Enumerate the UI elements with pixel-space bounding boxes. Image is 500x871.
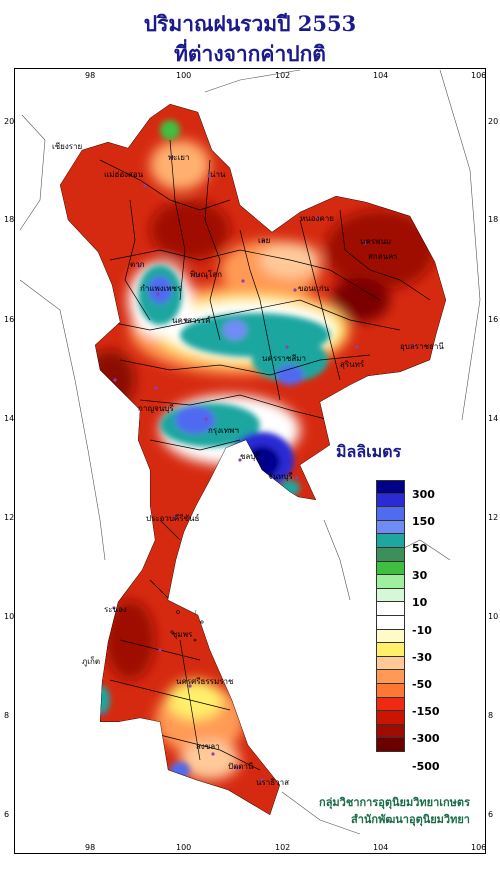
- legend-swatch: [376, 493, 405, 508]
- lon-tick-top: 100: [176, 71, 192, 80]
- map-title-line2: ที่ต่างจากค่าปกติ: [174, 41, 326, 66]
- place-label: เชียงราย: [52, 142, 83, 151]
- place-label: ชุมพร: [172, 630, 193, 639]
- place-label: จันทบุรี: [268, 472, 293, 481]
- place-label: พิษณุโลก: [190, 270, 223, 279]
- lon-tick-top: 102: [275, 71, 291, 80]
- legend-swatch: [376, 711, 405, 725]
- legend-swatch: [376, 602, 405, 616]
- lon-tick-bottom: 102: [275, 843, 291, 852]
- legend-swatch: [376, 520, 405, 535]
- legend-swatch: [376, 670, 405, 684]
- legend-label: -500: [412, 759, 440, 773]
- lat-tick-right: 20: [488, 117, 499, 126]
- place-label: เลย: [258, 236, 271, 245]
- place-label: นครพนม: [360, 237, 392, 246]
- place-label: นครสวรรค์: [172, 316, 211, 325]
- lon-tick-top: 104: [373, 71, 389, 80]
- credit-line1: กลุ่มวิชาการอุตุนิยมวิทยาเกษตร: [319, 796, 470, 809]
- lat-tick-left: 20: [4, 117, 15, 126]
- place-label: กำแพงเพชร: [140, 284, 182, 293]
- place-label: นครศรีธรรมราช: [176, 677, 234, 686]
- legend-label: 30: [412, 569, 428, 583]
- legend-swatch: [376, 697, 405, 712]
- legend-label: 10: [412, 596, 428, 610]
- lon-tick-top: 106: [471, 71, 487, 80]
- legend-swatch: [376, 738, 405, 752]
- lat-tick-right: 14: [488, 414, 499, 423]
- map-frame: [14, 68, 486, 854]
- legend-swatch: [376, 643, 405, 657]
- lat-tick-right: 6: [488, 810, 494, 819]
- place-label: น่าน: [210, 170, 226, 179]
- place-label: ชลบุรี: [240, 452, 260, 461]
- lat-tick-right: 18: [488, 215, 499, 224]
- lon-tick-bottom: 98: [85, 843, 96, 852]
- legend-label: 150: [412, 514, 435, 528]
- legend-swatch: [376, 656, 405, 671]
- lon-tick-bottom: 104: [373, 843, 389, 852]
- lat-tick-right: 8: [488, 711, 494, 720]
- lat-tick-left: 6: [4, 810, 10, 819]
- legend-label: 300: [412, 487, 435, 501]
- place-label: กาญจนบุรี: [138, 404, 174, 413]
- lat-tick-right: 16: [488, 315, 499, 324]
- place-label: ปัตตานี: [228, 762, 254, 771]
- place-label: อุบลราชธานี: [400, 342, 444, 351]
- legend-title: มิลลิเมตร: [336, 442, 402, 461]
- legend-swatch: [376, 561, 405, 576]
- place-label: นครราชสีมา: [262, 354, 306, 363]
- legend-swatch: [376, 629, 405, 644]
- place-label: หนองคาย: [300, 214, 334, 223]
- legend-color-bar: [376, 480, 405, 752]
- legend-swatch: [376, 588, 405, 603]
- lat-tick-left: 16: [4, 315, 15, 324]
- place-label: นราธิวาส: [256, 778, 290, 787]
- lat-tick-left: 10: [4, 612, 15, 621]
- lat-tick-right: 12: [488, 513, 499, 522]
- place-label: ภูเก็ต: [82, 657, 101, 666]
- lat-tick-left: 12: [4, 513, 15, 522]
- lat-tick-left: 14: [4, 414, 15, 423]
- legend-swatch: [376, 575, 405, 589]
- place-label: สงขลา: [196, 742, 220, 751]
- legend-label: -30: [412, 650, 432, 664]
- legend-label: -300: [412, 732, 440, 746]
- place-label: พะเยา: [168, 153, 190, 162]
- place-label: กรุงเทพฯ: [208, 426, 239, 435]
- legend-swatch: [376, 534, 405, 548]
- legend-swatch: [376, 547, 405, 562]
- place-label: สุรินทร์: [340, 360, 365, 369]
- place-label: ประจวบคีรีขันธ์: [146, 514, 200, 523]
- place-label: แม่ฮ่องสอน: [104, 170, 144, 179]
- legend-label: -50: [412, 678, 432, 691]
- legend-swatch: [376, 480, 405, 494]
- lat-tick-right: 10: [488, 612, 499, 621]
- place-label: ระนอง: [104, 605, 127, 614]
- legend-swatch: [376, 615, 405, 630]
- legend-label: 50: [412, 542, 428, 555]
- place-label: ขอนแก่น: [298, 284, 330, 293]
- lon-tick-bottom: 100: [176, 843, 192, 852]
- map-title-line1: ปริมาณฝนรวมปี 2553: [143, 11, 357, 36]
- legend-swatch: [376, 683, 405, 698]
- legend-swatch: [376, 507, 405, 521]
- legend-swatch: [376, 724, 405, 739]
- lon-tick-bottom: 106: [471, 843, 487, 852]
- lon-tick-top: 98: [85, 71, 96, 80]
- credit-line2: สำนักพัฒนาอุตุนิยมวิทยา: [351, 813, 470, 826]
- place-label: ตาก: [130, 260, 145, 269]
- place-label: สกลนคร: [368, 252, 398, 261]
- legend-label: -150: [412, 705, 440, 719]
- lat-tick-left: 18: [4, 215, 15, 224]
- lat-tick-left: 8: [4, 711, 10, 720]
- legend-label: -10: [412, 623, 432, 637]
